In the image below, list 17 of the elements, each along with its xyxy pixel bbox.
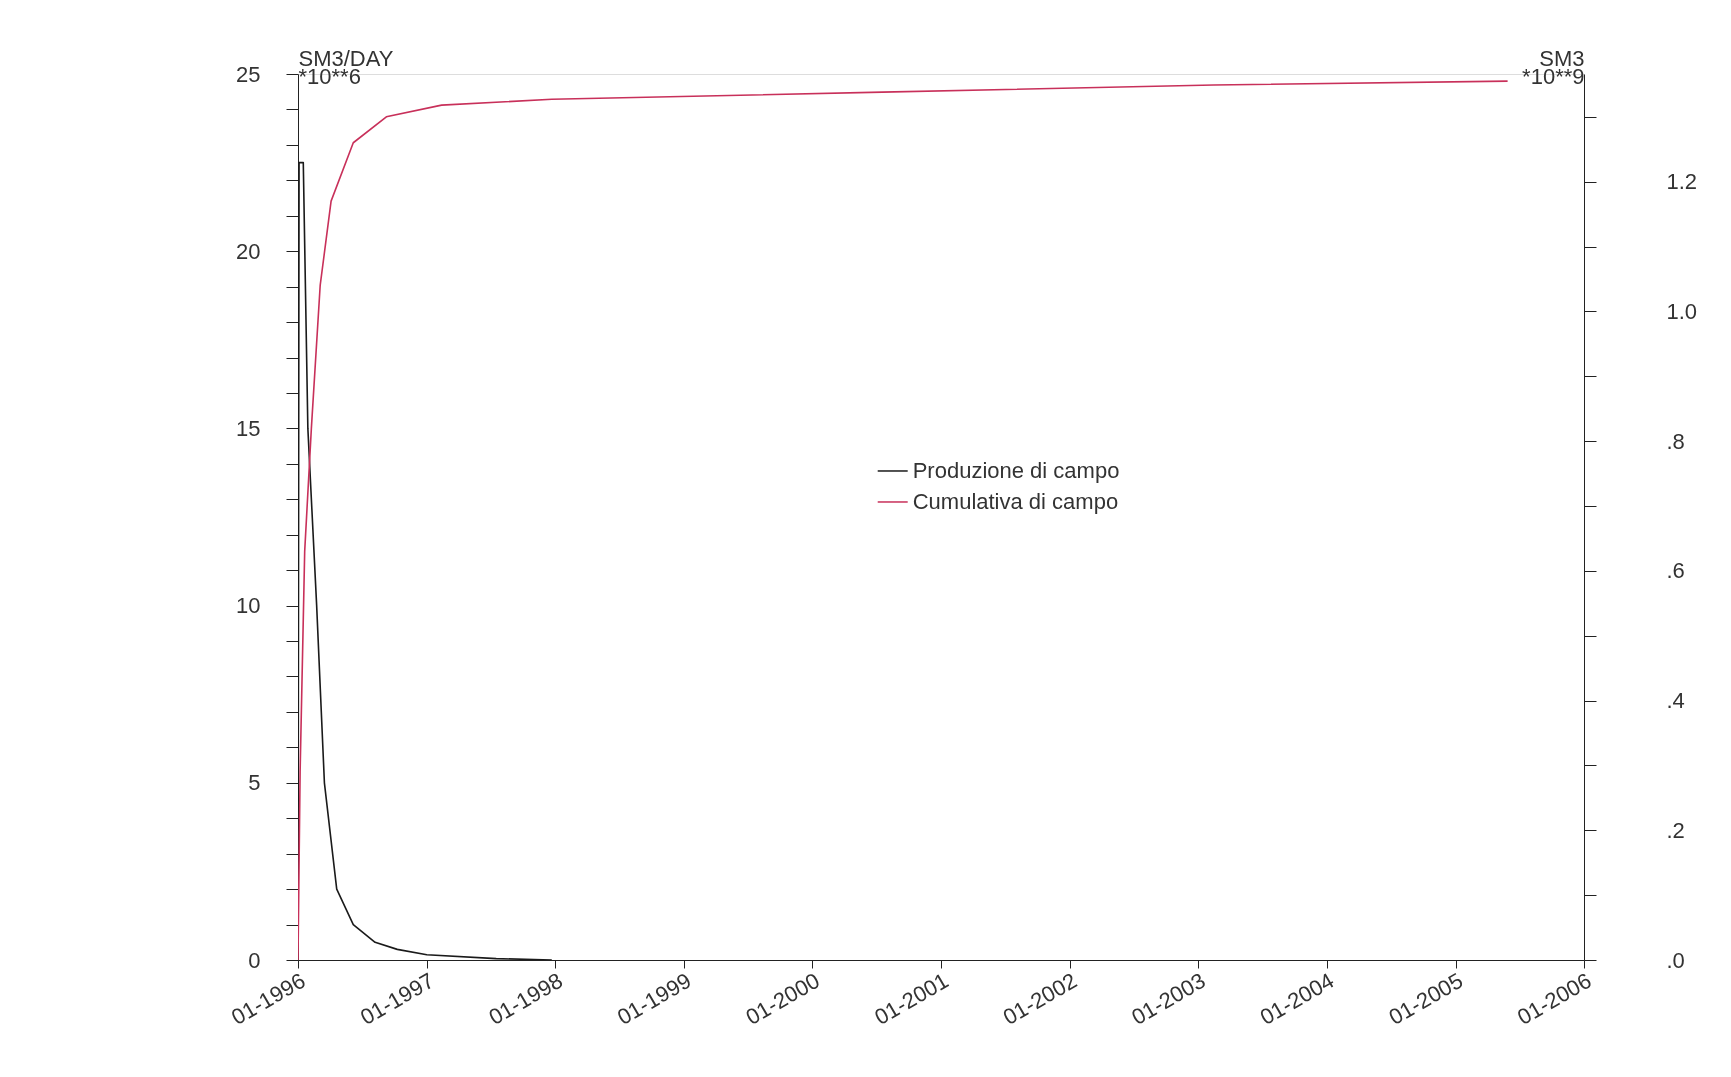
y-tick-label: 15 [236,415,261,441]
y-tick-label: 20 [236,238,261,264]
y2-tick-label: .8 [1666,428,1685,454]
y2-tick-label: 1.2 [1666,169,1698,195]
y-tick-label: 25 [236,61,261,87]
y2-tick-label: .2 [1666,817,1685,843]
legend-label: Cumulativa di campo [912,488,1119,514]
y2-tick-label: .0 [1666,947,1685,973]
y-tick-label: 5 [248,770,261,796]
y2-tick-label: .4 [1666,688,1685,714]
y2-tick-label: .6 [1666,558,1685,584]
y2-tick-label: 1.0 [1666,298,1698,324]
y-axis-title: SM3/DAY *10**6 [298,45,394,89]
y-tick-label: 10 [236,593,261,619]
y-tick-label: 0 [248,947,261,973]
legend-label: Produzione di campo [912,457,1120,483]
y2-axis-title: SM3 *10**9 [1522,45,1585,89]
